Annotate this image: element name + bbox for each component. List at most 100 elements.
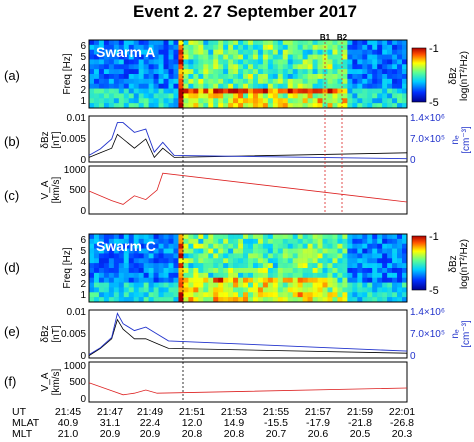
heatmap-cell <box>342 98 348 104</box>
heatmap-cell <box>108 44 115 51</box>
heatmap-cell <box>382 243 388 249</box>
heatmap-cell <box>163 74 169 80</box>
heatmap-cell <box>322 238 328 245</box>
heatmap-cell <box>148 69 154 75</box>
ne-tick-b-top: 1.4×10⁶ <box>410 113 445 124</box>
heatmap-cell <box>173 238 179 245</box>
heatmap-cell <box>367 40 373 46</box>
heatmap-cell <box>98 277 105 283</box>
heatmap-cell <box>367 238 373 245</box>
va-unit-c: [km/s] <box>51 176 62 203</box>
heatmap-cell <box>257 74 264 80</box>
heatmap-cell <box>382 40 388 46</box>
heatmap-cell <box>173 263 179 269</box>
heatmap-cell <box>252 243 259 249</box>
heatmap-cell <box>267 277 274 283</box>
panel-b-frame <box>88 115 408 163</box>
colorbar-c-label-1: δBz <box>448 255 459 272</box>
heatmap-cell <box>402 248 408 254</box>
heatmap-cell <box>397 78 403 85</box>
heatmap-cell <box>332 287 338 293</box>
heatmap-cell <box>168 258 174 264</box>
heatmap-cell <box>233 292 239 298</box>
heatmap-cell <box>168 287 174 293</box>
heatmap-cell <box>123 248 130 254</box>
heatmap-cell <box>108 277 115 283</box>
colorbar-c-tick-top: -1 <box>429 231 439 243</box>
heatmap-cell <box>228 54 234 60</box>
heatmap-cell <box>362 54 368 60</box>
heatmap-cell <box>103 268 110 274</box>
heatmap-cell <box>148 263 154 269</box>
heatmap-cell <box>183 238 189 245</box>
heatmap-cell <box>178 49 184 55</box>
heatmap-cell <box>228 83 234 89</box>
heatmap-cell <box>312 243 318 249</box>
heatmap-cell <box>397 69 403 75</box>
heatmap-cell <box>188 83 194 89</box>
heatmap-cell <box>302 98 308 104</box>
heatmap-cell <box>228 287 234 293</box>
heatmap-cell <box>312 88 318 94</box>
heatmap-cell <box>272 59 279 65</box>
heatmap-cell <box>347 74 353 80</box>
heatmap-cell <box>357 44 363 51</box>
heatmap-cell <box>153 248 159 254</box>
heatmap-cell <box>372 103 378 109</box>
heatmap-cell <box>213 243 219 249</box>
heatmap-cell <box>322 54 328 60</box>
heatmap-cell <box>118 282 125 288</box>
heatmap-cell <box>262 287 269 293</box>
heatmap-cell <box>133 282 139 288</box>
heatmap-cell <box>342 93 348 99</box>
colorbar-c-label-2: log(nT²/Hz) <box>459 239 470 289</box>
heatmap-cell <box>292 78 298 85</box>
heatmap-cell <box>133 268 139 274</box>
heatmap-cell <box>277 54 284 60</box>
heatmap-cell <box>108 248 115 254</box>
heatmap-cell <box>362 292 368 298</box>
heatmap-cell <box>148 292 154 298</box>
heatmap-cell <box>193 297 199 303</box>
heatmap-cell <box>267 54 274 60</box>
heatmap-cell <box>342 268 348 274</box>
heatmap-cell <box>267 103 274 109</box>
heatmap-cell <box>387 272 393 279</box>
heatmap-cell <box>322 49 328 55</box>
heatmap-cell <box>392 238 398 245</box>
heatmap-cell <box>347 40 353 46</box>
heatmap-cell <box>168 74 174 80</box>
heatmap-cell <box>377 83 383 89</box>
heatmap-cell <box>337 282 343 288</box>
heatmap-cell <box>213 258 219 264</box>
ne-tick-e-top: 1.4×10⁶ <box>410 307 445 318</box>
heatmap-cell <box>203 268 209 274</box>
heatmap-cell <box>183 64 189 70</box>
heatmap-cell <box>218 272 224 279</box>
heatmap-cell <box>382 74 388 80</box>
heatmap-cell <box>108 98 115 104</box>
heatmap-cell <box>327 88 333 94</box>
heatmap-cell <box>372 282 378 288</box>
heatmap-cell <box>292 93 298 99</box>
heatmap-cell <box>233 243 239 249</box>
heatmap-cell <box>98 49 105 55</box>
heatmap-cell <box>342 272 348 279</box>
heatmap-cell <box>213 88 219 94</box>
heatmap-cell <box>188 93 194 99</box>
heatmap-cell <box>267 297 274 303</box>
heatmap-cell <box>133 277 139 283</box>
heatmap-cell <box>402 83 408 89</box>
heatmap-cell <box>248 234 254 240</box>
heatmap-cell <box>397 258 403 264</box>
heatmap-cell <box>248 98 254 104</box>
heatmap-cell <box>382 297 388 303</box>
heatmap-cell <box>377 234 383 240</box>
heatmap-cell <box>252 74 259 80</box>
heatmap-cell <box>377 40 383 46</box>
heatmap-cell <box>312 268 318 274</box>
heatmap-cell <box>243 258 249 264</box>
heatmap-cell <box>203 44 209 51</box>
heatmap-cell <box>272 93 279 99</box>
heatmap-cell <box>257 263 264 269</box>
